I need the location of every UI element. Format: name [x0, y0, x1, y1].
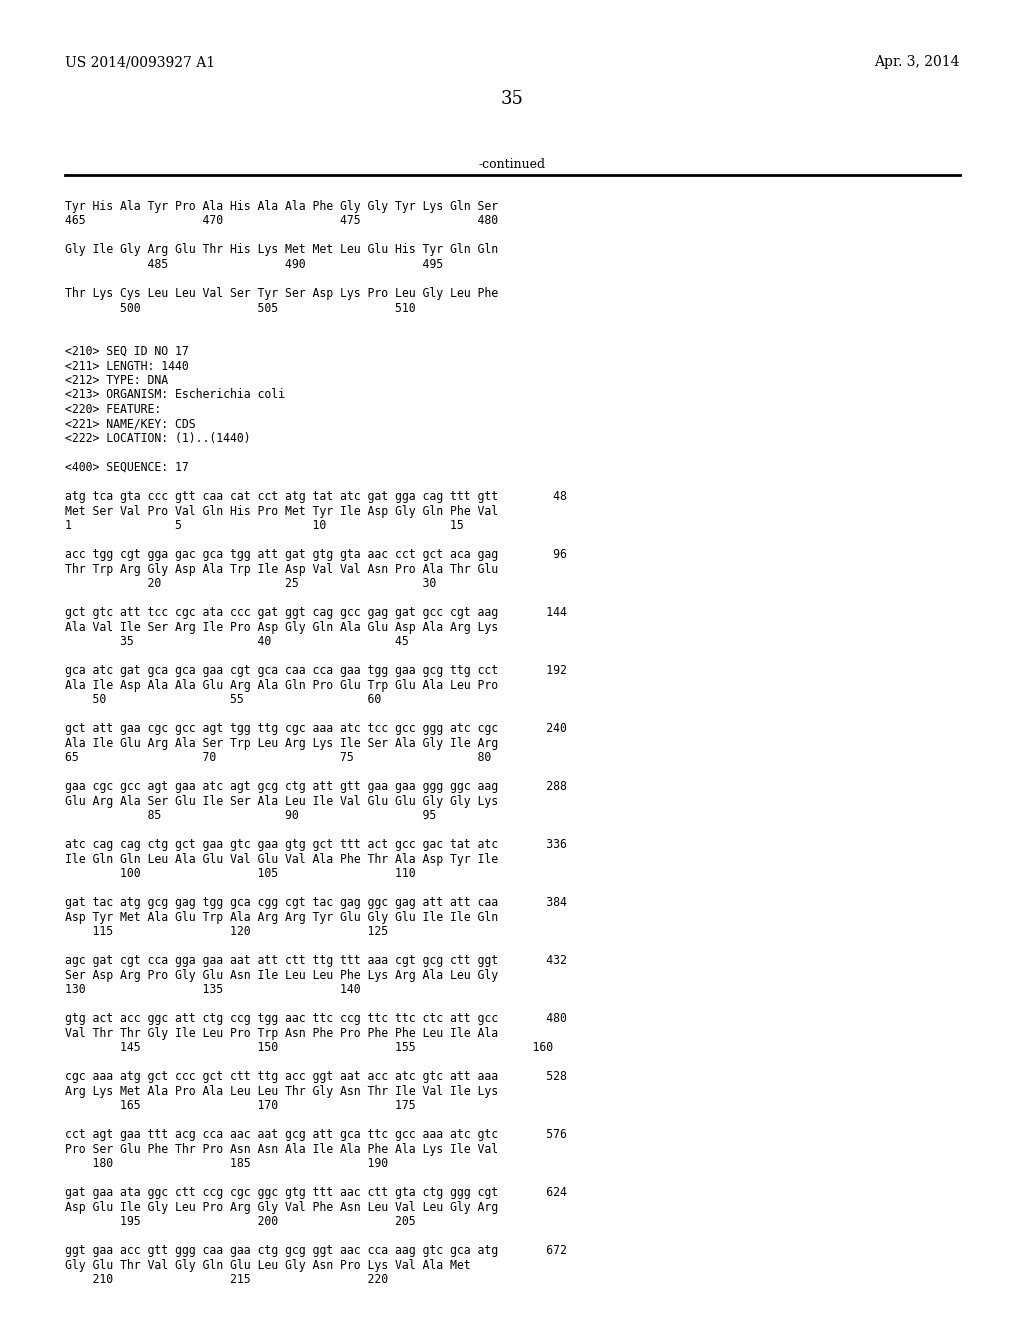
- Text: agc gat cgt cca gga gaa aat att ctt ttg ttt aaa cgt gcg ctt ggt       432: agc gat cgt cca gga gaa aat att ctt ttg …: [65, 954, 567, 968]
- Text: <400> SEQUENCE: 17: <400> SEQUENCE: 17: [65, 461, 188, 474]
- Text: 465                 470                 475                 480: 465 470 475 480: [65, 214, 498, 227]
- Text: <213> ORGANISM: Escherichia coli: <213> ORGANISM: Escherichia coli: [65, 388, 285, 401]
- Text: 65                  70                  75                  80: 65 70 75 80: [65, 751, 492, 764]
- Text: Arg Lys Met Ala Pro Ala Leu Leu Thr Gly Asn Thr Ile Val Ile Lys: Arg Lys Met Ala Pro Ala Leu Leu Thr Gly …: [65, 1085, 498, 1097]
- Text: atg tca gta ccc gtt caa cat cct atg tat atc gat gga cag ttt gtt        48: atg tca gta ccc gtt caa cat cct atg tat …: [65, 490, 567, 503]
- Text: 20                  25                  30: 20 25 30: [65, 577, 436, 590]
- Text: 210                 215                 220: 210 215 220: [65, 1272, 388, 1286]
- Text: 485                 490                 495: 485 490 495: [65, 257, 443, 271]
- Text: Thr Trp Arg Gly Asp Ala Trp Ile Asp Val Val Asn Pro Ala Thr Glu: Thr Trp Arg Gly Asp Ala Trp Ile Asp Val …: [65, 562, 498, 576]
- Text: Asp Tyr Met Ala Glu Trp Ala Arg Arg Tyr Glu Gly Glu Ile Ile Gln: Asp Tyr Met Ala Glu Trp Ala Arg Arg Tyr …: [65, 911, 498, 924]
- Text: <210> SEQ ID NO 17: <210> SEQ ID NO 17: [65, 345, 188, 358]
- Text: gat tac atg gcg gag tgg gca cgg cgt tac gag ggc gag att att caa       384: gat tac atg gcg gag tgg gca cgg cgt tac …: [65, 896, 567, 909]
- Text: Glu Arg Ala Ser Glu Ile Ser Ala Leu Ile Val Glu Glu Gly Gly Lys: Glu Arg Ala Ser Glu Ile Ser Ala Leu Ile …: [65, 795, 498, 808]
- Text: 1               5                   10                  15: 1 5 10 15: [65, 519, 464, 532]
- Text: Ala Val Ile Ser Arg Ile Pro Asp Gly Gln Ala Glu Asp Ala Arg Lys: Ala Val Ile Ser Arg Ile Pro Asp Gly Gln …: [65, 620, 498, 634]
- Text: 115                 120                 125: 115 120 125: [65, 925, 388, 939]
- Text: 100                 105                 110: 100 105 110: [65, 867, 416, 880]
- Text: Ala Ile Glu Arg Ala Ser Trp Leu Arg Lys Ile Ser Ala Gly Ile Arg: Ala Ile Glu Arg Ala Ser Trp Leu Arg Lys …: [65, 737, 498, 750]
- Text: Apr. 3, 2014: Apr. 3, 2014: [874, 55, 961, 69]
- Text: -continued: -continued: [478, 158, 546, 172]
- Text: acc tgg cgt gga gac gca tgg att gat gtg gta aac cct gct aca gag        96: acc tgg cgt gga gac gca tgg att gat gtg …: [65, 548, 567, 561]
- Text: Pro Ser Glu Phe Thr Pro Asn Asn Ala Ile Ala Phe Ala Lys Ile Val: Pro Ser Glu Phe Thr Pro Asn Asn Ala Ile …: [65, 1143, 498, 1155]
- Text: ggt gaa acc gtt ggg caa gaa ctg gcg ggt aac cca aag gtc gca atg       672: ggt gaa acc gtt ggg caa gaa ctg gcg ggt …: [65, 1243, 567, 1257]
- Text: Val Thr Thr Gly Ile Leu Pro Trp Asn Phe Pro Phe Phe Leu Ile Ala: Val Thr Thr Gly Ile Leu Pro Trp Asn Phe …: [65, 1027, 498, 1040]
- Text: gca atc gat gca gca gaa cgt gca caa cca gaa tgg gaa gcg ttg cct       192: gca atc gat gca gca gaa cgt gca caa cca …: [65, 664, 567, 677]
- Text: atc cag cag ctg gct gaa gtc gaa gtg gct ttt act gcc gac tat atc       336: atc cag cag ctg gct gaa gtc gaa gtg gct …: [65, 838, 567, 851]
- Text: gtg act acc ggc att ctg ccg tgg aac ttc ccg ttc ttc ctc att gcc       480: gtg act acc ggc att ctg ccg tgg aac ttc …: [65, 1012, 567, 1026]
- Text: 35: 35: [501, 90, 523, 108]
- Text: Gly Ile Gly Arg Glu Thr His Lys Met Met Leu Glu His Tyr Gln Gln: Gly Ile Gly Arg Glu Thr His Lys Met Met …: [65, 243, 498, 256]
- Text: 145                 150                 155                 160: 145 150 155 160: [65, 1041, 553, 1053]
- Text: 195                 200                 205: 195 200 205: [65, 1214, 416, 1228]
- Text: gat gaa ata ggc ctt ccg cgc ggc gtg ttt aac ctt gta ctg ggg cgt       624: gat gaa ata ggc ctt ccg cgc ggc gtg ttt …: [65, 1185, 567, 1199]
- Text: Ala Ile Asp Ala Ala Glu Arg Ala Gln Pro Glu Trp Glu Ala Leu Pro: Ala Ile Asp Ala Ala Glu Arg Ala Gln Pro …: [65, 678, 498, 692]
- Text: gct gtc att tcc cgc ata ccc gat ggt cag gcc gag gat gcc cgt aag       144: gct gtc att tcc cgc ata ccc gat ggt cag …: [65, 606, 567, 619]
- Text: 35                  40                  45: 35 40 45: [65, 635, 409, 648]
- Text: Asp Glu Ile Gly Leu Pro Arg Gly Val Phe Asn Leu Val Leu Gly Arg: Asp Glu Ile Gly Leu Pro Arg Gly Val Phe …: [65, 1200, 498, 1213]
- Text: <221> NAME/KEY: CDS: <221> NAME/KEY: CDS: [65, 417, 196, 430]
- Text: Tyr His Ala Tyr Pro Ala His Ala Ala Phe Gly Gly Tyr Lys Gln Ser: Tyr His Ala Tyr Pro Ala His Ala Ala Phe …: [65, 201, 498, 213]
- Text: cct agt gaa ttt acg cca aac aat gcg att gca ttc gcc aaa atc gtc       576: cct agt gaa ttt acg cca aac aat gcg att …: [65, 1129, 567, 1140]
- Text: 500                 505                 510: 500 505 510: [65, 301, 416, 314]
- Text: Thr Lys Cys Leu Leu Val Ser Tyr Ser Asp Lys Pro Leu Gly Leu Phe: Thr Lys Cys Leu Leu Val Ser Tyr Ser Asp …: [65, 286, 498, 300]
- Text: <212> TYPE: DNA: <212> TYPE: DNA: [65, 374, 168, 387]
- Text: <220> FEATURE:: <220> FEATURE:: [65, 403, 161, 416]
- Text: 180                 185                 190: 180 185 190: [65, 1158, 388, 1170]
- Text: 130                 135                 140: 130 135 140: [65, 983, 360, 997]
- Text: <222> LOCATION: (1)..(1440): <222> LOCATION: (1)..(1440): [65, 432, 251, 445]
- Text: cgc aaa atg gct ccc gct ctt ttg acc ggt aat acc atc gtc att aaa       528: cgc aaa atg gct ccc gct ctt ttg acc ggt …: [65, 1071, 567, 1082]
- Text: gaa cgc gcc agt gaa atc agt gcg ctg att gtt gaa gaa ggg ggc aag       288: gaa cgc gcc agt gaa atc agt gcg ctg att …: [65, 780, 567, 793]
- Text: 165                 170                 175: 165 170 175: [65, 1100, 416, 1111]
- Text: Met Ser Val Pro Val Gln His Pro Met Tyr Ile Asp Gly Gln Phe Val: Met Ser Val Pro Val Gln His Pro Met Tyr …: [65, 504, 498, 517]
- Text: US 2014/0093927 A1: US 2014/0093927 A1: [65, 55, 215, 69]
- Text: Ser Asp Arg Pro Gly Glu Asn Ile Leu Leu Phe Lys Arg Ala Leu Gly: Ser Asp Arg Pro Gly Glu Asn Ile Leu Leu …: [65, 969, 498, 982]
- Text: gct att gaa cgc gcc agt tgg ttg cgc aaa atc tcc gcc ggg atc cgc       240: gct att gaa cgc gcc agt tgg ttg cgc aaa …: [65, 722, 567, 735]
- Text: 50                  55                  60: 50 55 60: [65, 693, 381, 706]
- Text: Gly Glu Thr Val Gly Gln Glu Leu Gly Asn Pro Lys Val Ala Met: Gly Glu Thr Val Gly Gln Glu Leu Gly Asn …: [65, 1258, 471, 1271]
- Text: <211> LENGTH: 1440: <211> LENGTH: 1440: [65, 359, 188, 372]
- Text: Ile Gln Gln Leu Ala Glu Val Glu Val Ala Phe Thr Ala Asp Tyr Ile: Ile Gln Gln Leu Ala Glu Val Glu Val Ala …: [65, 853, 498, 866]
- Text: 85                  90                  95: 85 90 95: [65, 809, 436, 822]
